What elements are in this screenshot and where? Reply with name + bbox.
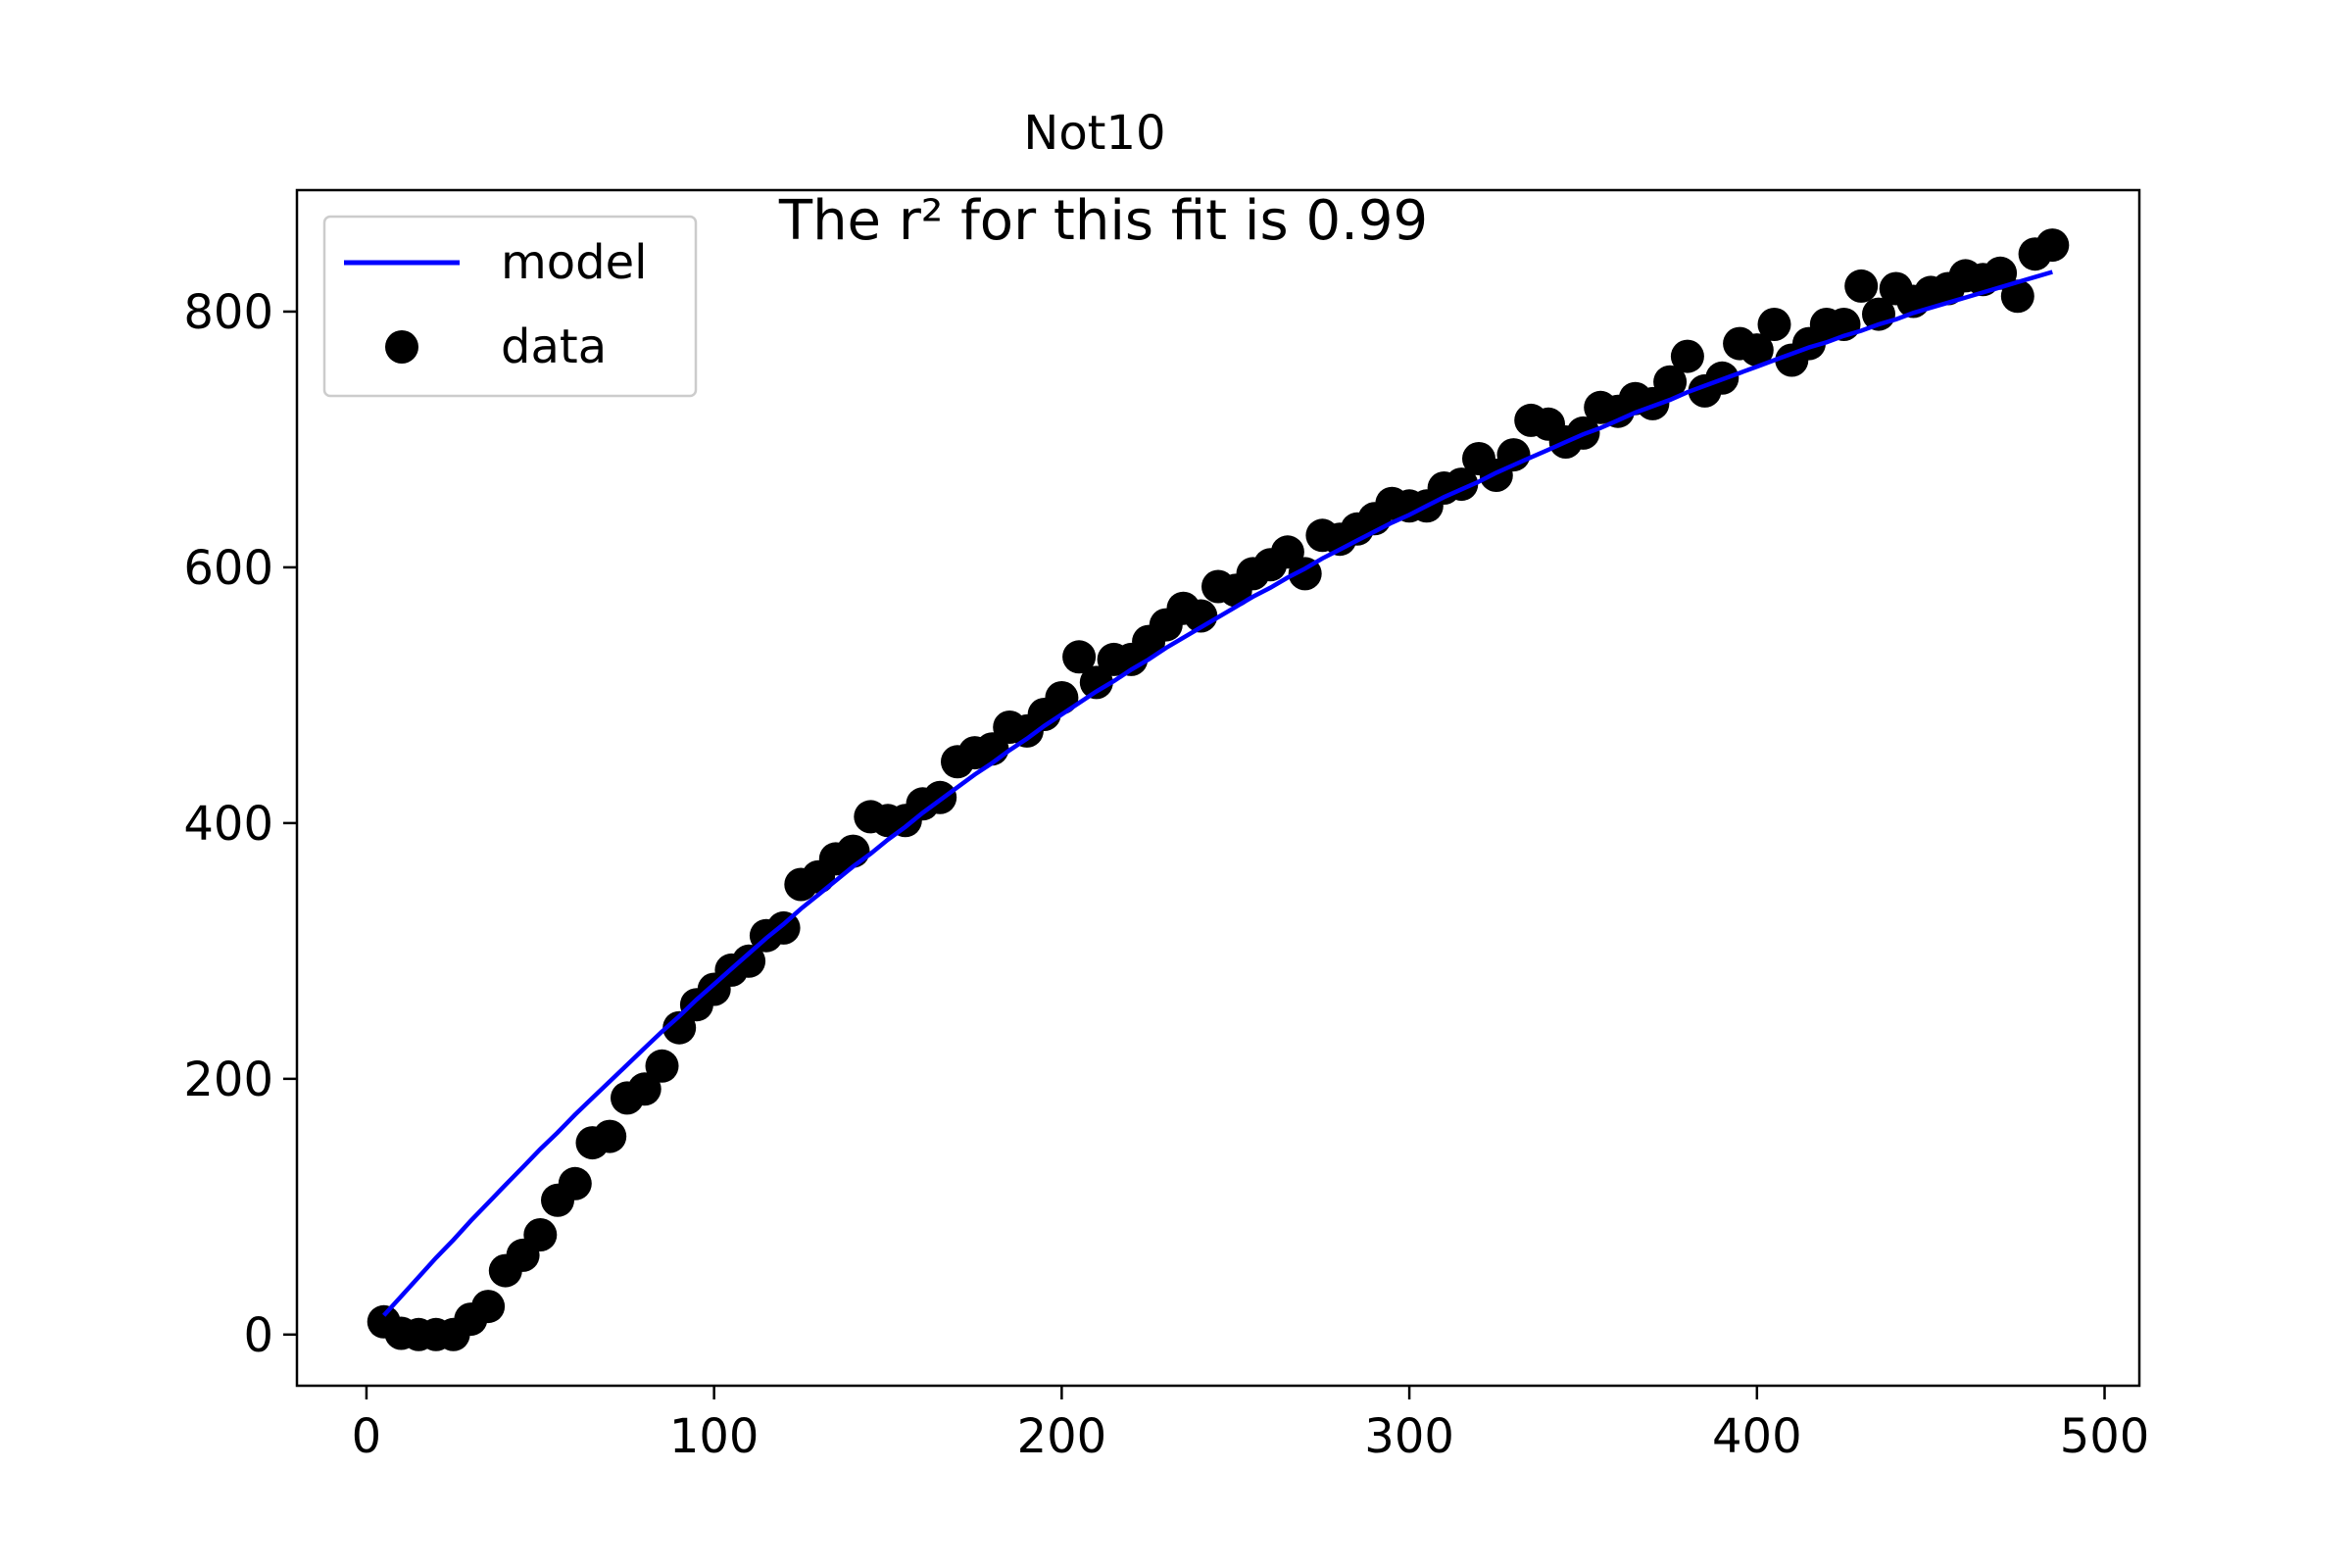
data-point: [2000, 279, 2034, 314]
y-axis: 0 200 400 600 800: [183, 285, 297, 1363]
data-point: [1740, 333, 1774, 368]
data-point: [1984, 256, 2018, 290]
chart-title: Not10: [1023, 106, 1165, 161]
data-point: [1844, 269, 1879, 303]
data-point: [558, 1166, 592, 1200]
data-point: [1062, 640, 1097, 674]
data-point: [645, 1049, 679, 1083]
y-tick-label: 200: [183, 1053, 273, 1107]
x-tick-label: 500: [2060, 1409, 2150, 1464]
x-tick-label: 100: [669, 1409, 760, 1464]
y-tick-label: 400: [183, 797, 273, 852]
legend-data-label: data: [501, 319, 607, 374]
data-point: [627, 1072, 662, 1106]
y-tick-label: 0: [243, 1308, 273, 1363]
x-tick-label: 300: [1364, 1409, 1454, 1464]
data-point: [1670, 339, 1704, 373]
data-point: [471, 1290, 506, 1324]
model-line: [382, 270, 2053, 1317]
data-point: [593, 1119, 627, 1153]
data-point: [1757, 308, 1791, 341]
x-axis: 0 100 200 300 400 500: [352, 1386, 2150, 1464]
legend-model-label: model: [501, 235, 647, 290]
fit-annotation: The r² for this fit is 0.99: [778, 189, 1428, 253]
data-point: [523, 1218, 558, 1251]
data-point: [662, 1010, 697, 1045]
data-point: [2035, 228, 2070, 263]
x-tick-label: 0: [352, 1409, 382, 1464]
data-point: [1079, 665, 1113, 700]
data-point: [836, 834, 870, 868]
y-tick-label: 800: [183, 285, 273, 340]
plot-area: [367, 228, 2070, 1351]
x-tick-label: 400: [1712, 1409, 1802, 1464]
axes-frame: [295, 188, 2141, 1388]
y-tick-label: 600: [183, 541, 273, 596]
legend-data-swatch: [385, 330, 418, 364]
data-point: [1653, 365, 1688, 399]
data-point: [1045, 681, 1079, 714]
data-point: [732, 944, 766, 978]
legend: model data: [322, 215, 698, 398]
x-tick-label: 200: [1017, 1409, 1107, 1464]
